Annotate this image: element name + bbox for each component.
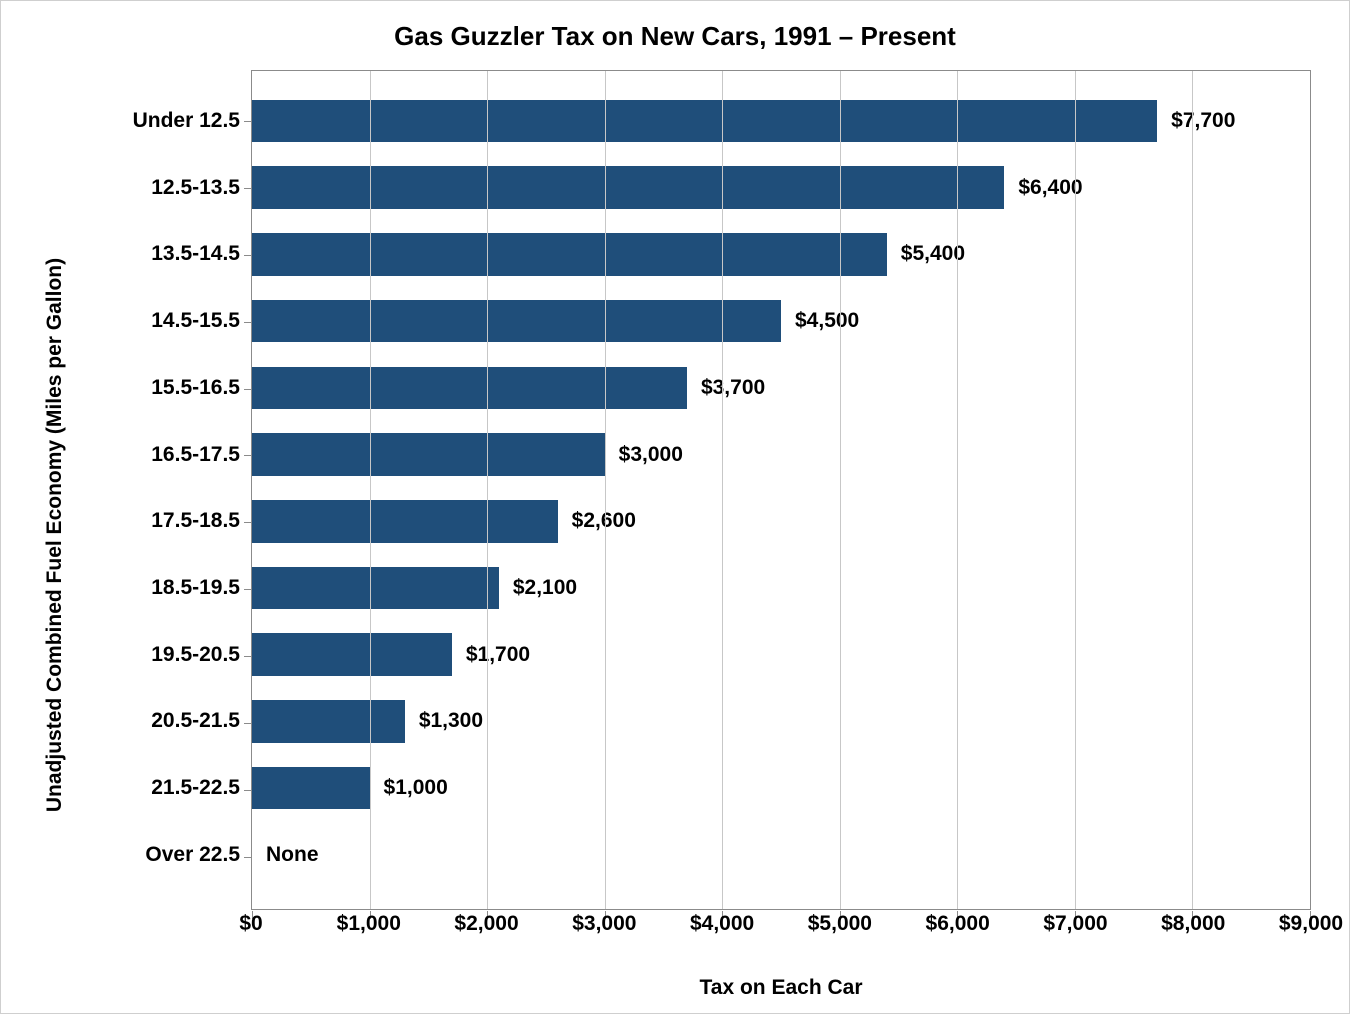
bars-container: Under 12.5$7,70012.5-13.5$6,40013.5-14.5…: [252, 88, 1310, 888]
value-label: $2,100: [513, 576, 577, 600]
y-tick-mark: [244, 790, 252, 791]
y-tick-mark: [244, 389, 252, 390]
bar: [252, 166, 1004, 209]
chart-area: Unadjusted Combined Fuel Economy (Miles …: [251, 70, 1311, 1000]
bar: [252, 233, 887, 276]
category-label: 16.5-17.5: [151, 443, 252, 467]
bar-row: 12.5-13.5$6,400: [252, 154, 1310, 221]
bar-row: 14.5-15.5$4,500: [252, 288, 1310, 355]
x-tick-label: $0: [239, 912, 262, 936]
grid-line: [487, 71, 488, 909]
grid-line: [722, 71, 723, 909]
grid-line: [1192, 71, 1193, 909]
value-label: $3,000: [619, 443, 683, 467]
bar: [252, 700, 405, 743]
x-axis-label: Tax on Each Car: [251, 976, 1311, 1000]
y-tick-mark: [244, 188, 252, 189]
bar-row: 18.5-19.5$2,100: [252, 555, 1310, 622]
bar-row: Over 22.5None: [252, 821, 1310, 888]
bar: [252, 633, 452, 676]
bar-row: 15.5-16.5$3,700: [252, 355, 1310, 422]
x-tick-label: $8,000: [1161, 912, 1225, 936]
bar-row: 19.5-20.5$1,700: [252, 621, 1310, 688]
plot-area: Under 12.5$7,70012.5-13.5$6,40013.5-14.5…: [251, 70, 1311, 910]
value-label: $7,700: [1171, 109, 1235, 133]
bar: [252, 367, 687, 410]
category-label: 14.5-15.5: [151, 309, 252, 333]
x-tick-label: $7,000: [1043, 912, 1107, 936]
x-tick-label: $1,000: [337, 912, 401, 936]
value-label: $1,300: [419, 709, 483, 733]
grid-line: [605, 71, 606, 909]
category-label: 17.5-18.5: [151, 509, 252, 533]
y-axis-label: Unadjusted Combined Fuel Economy (Miles …: [43, 258, 67, 812]
bar-row: 20.5-21.5$1,300: [252, 688, 1310, 755]
bar: [252, 767, 370, 810]
grid-line: [1075, 71, 1076, 909]
value-label: $4,500: [795, 309, 859, 333]
value-label: None: [266, 843, 319, 867]
category-label: 20.5-21.5: [151, 709, 252, 733]
y-tick-mark: [244, 121, 252, 122]
value-label: $1,700: [466, 643, 530, 667]
category-label: 15.5-16.5: [151, 376, 252, 400]
x-tick-label: $3,000: [572, 912, 636, 936]
value-label: $1,000: [384, 776, 448, 800]
value-label: $5,400: [901, 242, 965, 266]
value-label: $3,700: [701, 376, 765, 400]
y-tick-mark: [244, 857, 252, 858]
bar-row: Under 12.5$7,700: [252, 88, 1310, 155]
bar: [252, 500, 558, 543]
x-ticks: $0$1,000$2,000$3,000$4,000$5,000$6,000$7…: [251, 910, 1311, 940]
category-label: 18.5-19.5: [151, 576, 252, 600]
x-tick-label: $4,000: [690, 912, 754, 936]
y-tick-mark: [244, 522, 252, 523]
value-label: $6,400: [1018, 176, 1082, 200]
bar-row: 21.5-22.5$1,000: [252, 755, 1310, 822]
x-tick-label: $5,000: [808, 912, 872, 936]
bar-row: 17.5-18.5$2,600: [252, 488, 1310, 555]
bar: [252, 433, 605, 476]
category-label: 13.5-14.5: [151, 242, 252, 266]
category-label: 21.5-22.5: [151, 776, 252, 800]
chart-title: Gas Guzzler Tax on New Cars, 1991 – Pres…: [31, 21, 1319, 52]
bar-row: 16.5-17.5$3,000: [252, 421, 1310, 488]
x-tick-label: $2,000: [454, 912, 518, 936]
y-tick-mark: [244, 656, 252, 657]
bar: [252, 100, 1157, 143]
grid-line: [840, 71, 841, 909]
x-tick-label: $9,000: [1279, 912, 1343, 936]
grid-line: [957, 71, 958, 909]
y-tick-mark: [244, 589, 252, 590]
y-tick-mark: [244, 455, 252, 456]
category-label: Over 22.5: [145, 843, 252, 867]
x-tick-label: $6,000: [926, 912, 990, 936]
category-label: 19.5-20.5: [151, 643, 252, 667]
bar-row: 13.5-14.5$5,400: [252, 221, 1310, 288]
category-label: Under 12.5: [133, 109, 252, 133]
grid-line: [370, 71, 371, 909]
y-tick-mark: [244, 322, 252, 323]
chart-frame: Gas Guzzler Tax on New Cars, 1991 – Pres…: [0, 0, 1350, 1014]
bar: [252, 567, 499, 610]
bar: [252, 300, 781, 343]
y-tick-mark: [244, 255, 252, 256]
y-tick-mark: [244, 723, 252, 724]
category-label: 12.5-13.5: [151, 176, 252, 200]
